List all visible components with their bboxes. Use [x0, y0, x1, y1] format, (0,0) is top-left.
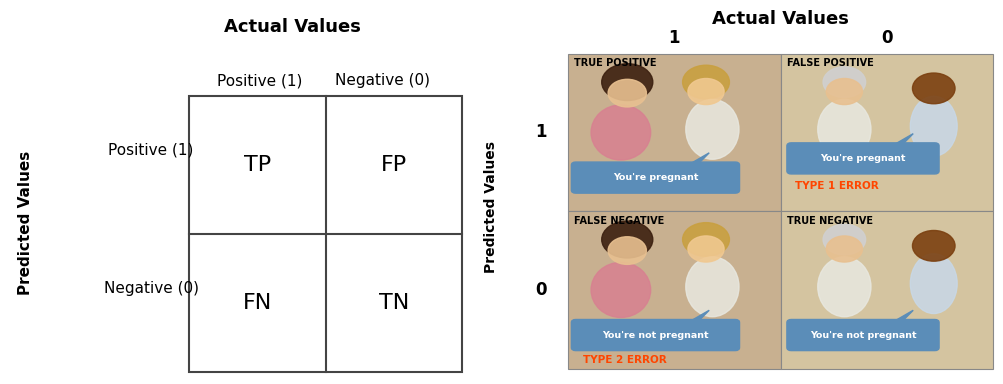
Text: Predicted Values: Predicted Values: [483, 141, 497, 273]
Circle shape: [822, 224, 865, 255]
Text: Positive (1): Positive (1): [108, 142, 194, 157]
Bar: [189, 96, 462, 372]
Bar: [779, 54, 992, 211]
Circle shape: [601, 64, 652, 101]
FancyBboxPatch shape: [571, 319, 739, 351]
Ellipse shape: [816, 99, 870, 159]
Circle shape: [601, 221, 652, 258]
Text: FALSE POSITIVE: FALSE POSITIVE: [786, 58, 873, 68]
Text: Negative (0): Negative (0): [103, 280, 199, 296]
Ellipse shape: [816, 257, 870, 317]
Circle shape: [822, 67, 865, 98]
Circle shape: [608, 79, 646, 107]
Polygon shape: [687, 310, 708, 323]
Circle shape: [682, 223, 729, 257]
Text: FALSE NEGATIVE: FALSE NEGATIVE: [574, 216, 664, 226]
Ellipse shape: [910, 254, 956, 313]
Text: 1: 1: [668, 30, 679, 47]
Text: TN: TN: [378, 293, 409, 313]
Text: 0: 0: [881, 30, 892, 47]
Text: 1: 1: [535, 124, 547, 141]
Text: Positive (1): Positive (1): [217, 73, 302, 88]
Circle shape: [682, 65, 729, 99]
Text: You're not pregnant: You're not pregnant: [602, 331, 708, 339]
Text: TP: TP: [244, 155, 271, 175]
Circle shape: [608, 237, 646, 265]
Circle shape: [912, 73, 954, 104]
Text: Negative (0): Negative (0): [334, 73, 429, 88]
Circle shape: [687, 78, 723, 104]
Text: 0: 0: [535, 281, 547, 299]
Text: Actual Values: Actual Values: [224, 18, 361, 36]
Polygon shape: [687, 153, 708, 165]
Ellipse shape: [685, 99, 738, 159]
Bar: [779, 211, 992, 369]
Circle shape: [687, 236, 723, 262]
Text: You're pregnant: You're pregnant: [819, 154, 905, 163]
Text: TRUE NEGATIVE: TRUE NEGATIVE: [786, 216, 872, 226]
Circle shape: [825, 78, 862, 104]
FancyBboxPatch shape: [786, 319, 938, 351]
Circle shape: [825, 236, 862, 262]
Ellipse shape: [910, 96, 956, 156]
Text: FP: FP: [380, 155, 406, 175]
Text: FN: FN: [243, 293, 272, 313]
Bar: [567, 211, 779, 369]
Text: TYPE 1 ERROR: TYPE 1 ERROR: [794, 181, 879, 191]
Text: You're pregnant: You're pregnant: [612, 173, 697, 182]
Ellipse shape: [685, 257, 738, 317]
FancyBboxPatch shape: [571, 162, 739, 193]
Ellipse shape: [591, 262, 650, 318]
Text: You're not pregnant: You're not pregnant: [808, 331, 916, 339]
FancyBboxPatch shape: [786, 143, 938, 174]
Polygon shape: [891, 134, 913, 146]
Polygon shape: [891, 310, 913, 323]
Text: TYPE 2 ERROR: TYPE 2 ERROR: [582, 355, 666, 365]
Bar: [567, 54, 779, 211]
Text: TRUE POSITIVE: TRUE POSITIVE: [574, 58, 656, 68]
Ellipse shape: [591, 105, 650, 160]
Text: Actual Values: Actual Values: [711, 10, 849, 28]
Circle shape: [912, 230, 954, 261]
Text: Predicted Values: Predicted Values: [18, 151, 33, 295]
